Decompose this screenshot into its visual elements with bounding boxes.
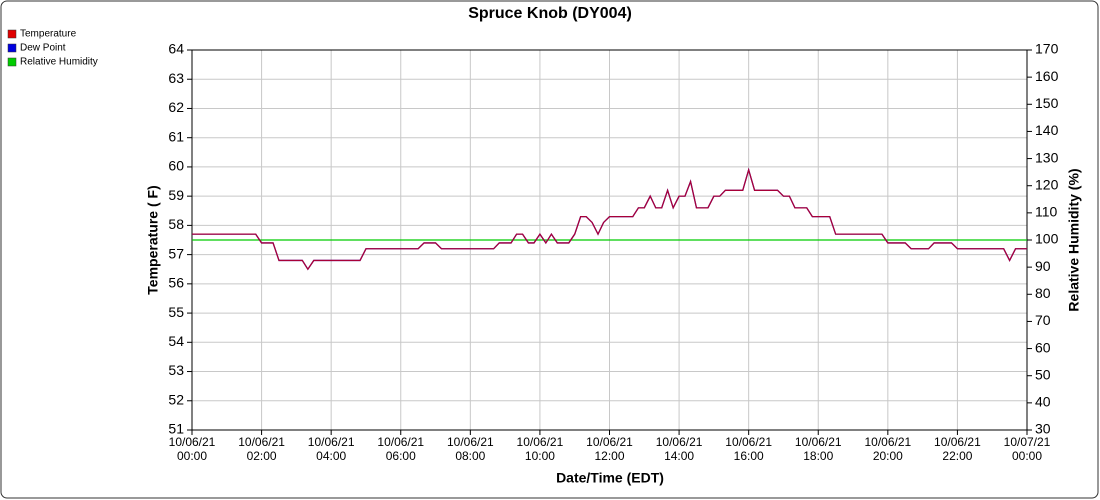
y-tick-label: 61 <box>168 128 184 144</box>
y-tick-label: 51 <box>168 421 184 437</box>
y-tick-label: 55 <box>168 304 184 320</box>
y-tick-label: 57 <box>168 245 184 261</box>
y2-tick-label: 170 <box>1035 41 1059 57</box>
y2-tick-label: 140 <box>1035 122 1059 138</box>
y-tick-label: 54 <box>168 333 184 349</box>
y-tick-label: 59 <box>168 187 184 203</box>
y2-tick-label: 60 <box>1035 339 1051 355</box>
y2-tick-label: 150 <box>1035 95 1059 111</box>
y-tick-label: 64 <box>168 41 184 57</box>
y2-tick-label: 30 <box>1035 421 1051 437</box>
x-tick-label: 10/07/21 00:00 <box>1004 435 1051 463</box>
y2-tick-label: 120 <box>1035 176 1059 192</box>
x-tick-label: 10/06/21 12:00 <box>586 435 633 463</box>
y-tick-label: 62 <box>168 99 184 115</box>
x-axis-label: Date/Time (EDT) <box>556 470 664 486</box>
x-tick-label: 10/06/21 20:00 <box>864 435 911 463</box>
y-axis-label: Temperature ( F) <box>145 185 161 294</box>
x-tick-label: 10/06/21 00:00 <box>169 435 216 463</box>
x-tick-label: 10/06/21 02:00 <box>238 435 285 463</box>
x-tick-label: 10/06/21 04:00 <box>308 435 355 463</box>
legend-swatch <box>7 29 17 39</box>
y2-tick-label: 70 <box>1035 312 1051 328</box>
chart-title: Spruce Knob (DY004) <box>468 5 632 22</box>
y2-tick-label: 40 <box>1035 394 1051 410</box>
y-tick-label: 52 <box>168 391 184 407</box>
series-line <box>192 167 1027 271</box>
y-tick-label: 53 <box>168 362 184 378</box>
y2-tick-label: 90 <box>1035 258 1051 274</box>
x-tick-label: 10/06/21 06:00 <box>377 435 424 463</box>
y2-tick-label: 110 <box>1035 204 1058 220</box>
legend-label: Relative Humidity <box>20 57 98 68</box>
legend-label: Dew Point <box>20 43 66 54</box>
x-tick-label: 10/06/21 08:00 <box>447 435 494 463</box>
x-tick-label: 10/06/21 18:00 <box>795 435 842 463</box>
x-tick-label: 10/06/21 22:00 <box>934 435 981 463</box>
y2-tick-label: 80 <box>1035 285 1051 301</box>
legend-label: Temperature <box>20 29 77 40</box>
x-tick-label: 10/06/21 10:00 <box>517 435 564 463</box>
y2-tick-label: 130 <box>1035 149 1059 165</box>
y-tick-label: 63 <box>168 70 184 86</box>
y-tick-label: 56 <box>168 275 184 291</box>
y-tick-label: 58 <box>168 216 184 232</box>
y2-tick-label: 100 <box>1035 231 1059 247</box>
legend-swatch <box>7 43 17 53</box>
x-tick-label: 10/06/21 16:00 <box>725 435 772 463</box>
y2-axis-label: Relative Humidity (%) <box>1066 168 1082 311</box>
y-tick-label: 60 <box>168 158 184 174</box>
y2-tick-label: 50 <box>1035 366 1051 382</box>
y2-tick-label: 160 <box>1035 68 1059 84</box>
x-tick-label: 10/06/21 14:00 <box>656 435 703 463</box>
legend-swatch <box>7 57 17 67</box>
